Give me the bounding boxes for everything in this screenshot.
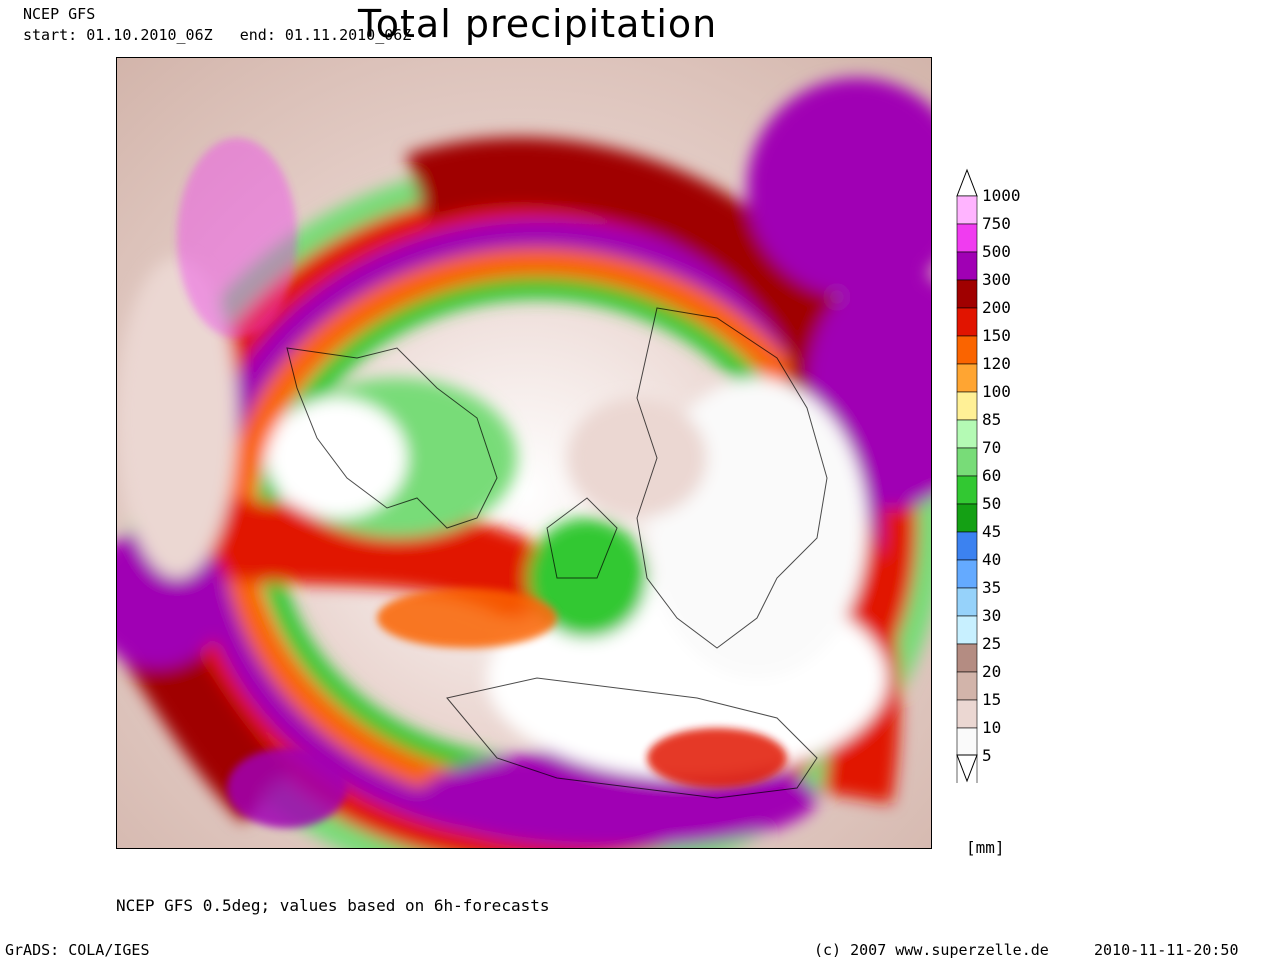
timestamp: 2010-11-11-20:50 xyxy=(1094,941,1239,959)
data-note: NCEP GFS 0.5deg; values based on 6h-fore… xyxy=(116,896,550,915)
colorbar-tick-label: 100 xyxy=(982,382,1011,401)
colorbar-tick-label: 15 xyxy=(982,690,1002,709)
copyright: (c) 2007 www.superzelle.de xyxy=(814,941,1049,959)
colorbar-tick-label: 70 xyxy=(982,438,1002,457)
colorbar-tick-label: 85 xyxy=(982,410,1002,429)
colorbar-tick-label: 35 xyxy=(982,578,1002,597)
precipitation-field xyxy=(117,58,931,848)
colorbar-swatch xyxy=(956,279,978,309)
colorbar-tick-label: 150 xyxy=(982,326,1011,345)
colorbar-tick-label: 750 xyxy=(982,214,1011,233)
colorbar-tick-label: 1000 xyxy=(982,186,1021,205)
colorbar-swatch xyxy=(956,195,978,225)
colorbar-tick-label: 40 xyxy=(982,550,1002,569)
colorbar-swatch xyxy=(956,335,978,365)
colorbar-swatch xyxy=(956,251,978,281)
colorbar-swatch xyxy=(956,503,978,533)
colorbar-swatch xyxy=(956,475,978,505)
unit-label: [mm] xyxy=(966,838,1005,857)
colorbar-bottom-arrow xyxy=(956,754,978,783)
colorbar-swatch xyxy=(956,587,978,617)
period-label: start: 01.10.2010_06Z end: 01.11.2010_06… xyxy=(23,26,412,44)
colorbar-swatch xyxy=(956,531,978,561)
colorbar xyxy=(956,168,978,783)
precipitation-map xyxy=(116,57,932,849)
software-credit: GrADS: COLA/IGES xyxy=(5,941,150,959)
colorbar-swatch xyxy=(956,447,978,477)
colorbar-tick-label: 20 xyxy=(982,662,1002,681)
colorbar-swatch xyxy=(956,699,978,729)
colorbar-tick-label: 60 xyxy=(982,466,1002,485)
colorbar-tick-label: 30 xyxy=(982,606,1002,625)
colorbar-swatch xyxy=(956,671,978,701)
colorbar-swatch xyxy=(956,643,978,673)
colorbar-swatch xyxy=(956,559,978,589)
colorbar-tick-label: 5 xyxy=(982,746,992,765)
colorbar-top-arrow xyxy=(956,168,978,197)
model-label: NCEP GFS xyxy=(23,5,96,23)
colorbar-swatch xyxy=(956,391,978,421)
colorbar-tick-label: 120 xyxy=(982,354,1011,373)
colorbar-tick-label: 300 xyxy=(982,270,1011,289)
colorbar-tick-label: 25 xyxy=(982,634,1002,653)
colorbar-tick-label: 500 xyxy=(982,242,1011,261)
colorbar-tick-label: 10 xyxy=(982,718,1002,737)
colorbar-swatch xyxy=(956,363,978,393)
colorbar-swatch xyxy=(956,727,978,757)
colorbar-tick-label: 200 xyxy=(982,298,1011,317)
colorbar-tick-label: 45 xyxy=(982,522,1002,541)
colorbar-swatch xyxy=(956,615,978,645)
colorbar-swatch xyxy=(956,307,978,337)
colorbar-tick-label: 50 xyxy=(982,494,1002,513)
page-title: Total precipitation xyxy=(358,2,718,46)
colorbar-swatch xyxy=(956,419,978,449)
colorbar-swatch xyxy=(956,223,978,253)
